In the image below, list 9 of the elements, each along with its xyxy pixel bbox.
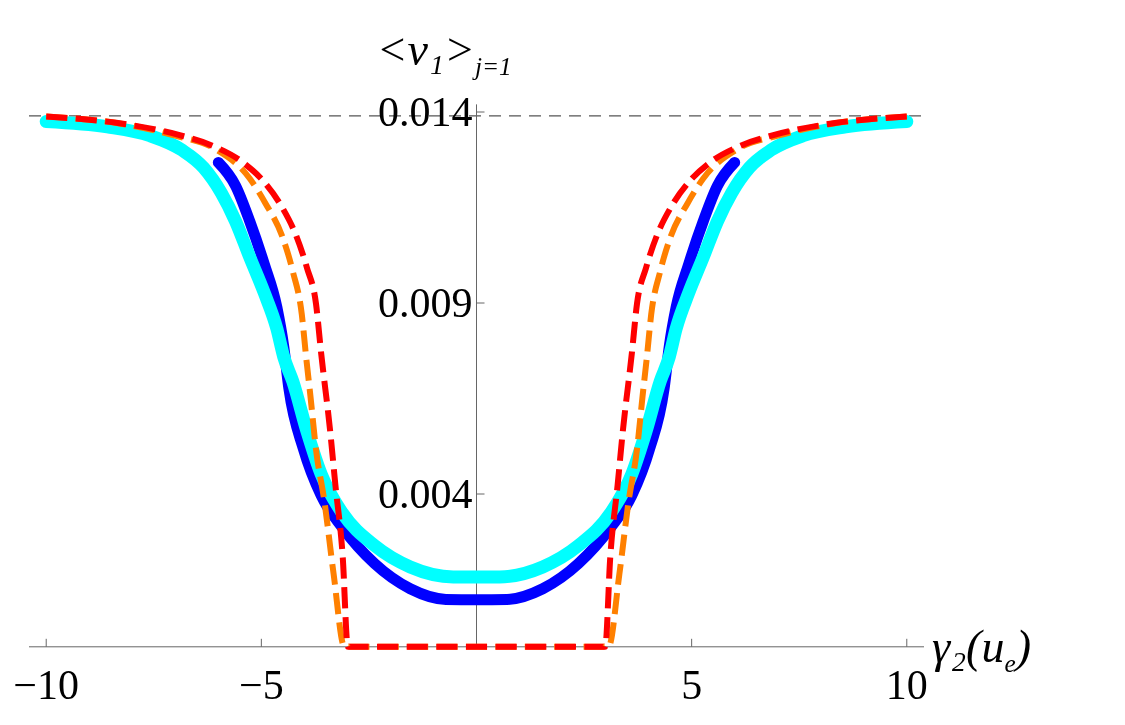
- y-tick-label: 0.014: [378, 89, 473, 135]
- x-tick-label: 10: [885, 661, 928, 708]
- x-tick-label: 5: [681, 661, 703, 708]
- x-axis-title: γ₂(u$_{e}$): [932, 621, 1031, 677]
- x-tick-label: −5: [239, 661, 284, 708]
- y-tick-label: 0.004: [378, 471, 473, 517]
- y-tick-label: 0.009: [378, 280, 473, 326]
- y-axis-title: <ν₁>$_{j=1}$: [376, 24, 512, 80]
- x-tick-label: −10: [13, 661, 80, 708]
